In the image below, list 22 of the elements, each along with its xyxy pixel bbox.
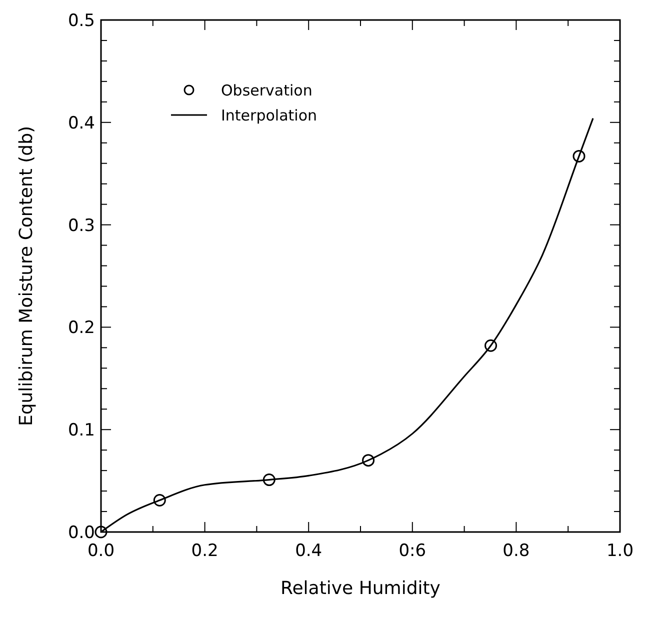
point xyxy=(572,150,586,162)
x-tick-label: 0:6 xyxy=(398,541,426,561)
y-tick-label: 0.3 xyxy=(68,216,95,236)
x-tick-label: 0.8 xyxy=(502,541,530,561)
x-tick-label: 0.4 xyxy=(295,541,322,561)
y-tick-label: 0.1 xyxy=(68,420,95,441)
point xyxy=(94,526,108,538)
y-axis-title: Equlibirum Moisture Content (db) xyxy=(16,126,37,426)
point xyxy=(362,454,375,467)
legend-label: Interpolation xyxy=(221,106,317,124)
y-tick-label: 0.0 xyxy=(68,522,95,543)
y-tick-label: 0.5 xyxy=(68,10,95,31)
y-tick-label: 0.4 xyxy=(68,113,95,134)
point xyxy=(484,339,498,352)
x-tick-label: 0.0 xyxy=(87,541,115,561)
y-tick-label: 0.2 xyxy=(68,318,95,338)
x-tick-label: 1.0 xyxy=(606,541,634,561)
x-tick-label: 0.2 xyxy=(191,541,218,561)
x-axis-title: Relative Humidity xyxy=(280,578,441,599)
legend-label: Observation xyxy=(221,81,312,100)
point xyxy=(153,494,166,507)
point xyxy=(262,474,276,486)
